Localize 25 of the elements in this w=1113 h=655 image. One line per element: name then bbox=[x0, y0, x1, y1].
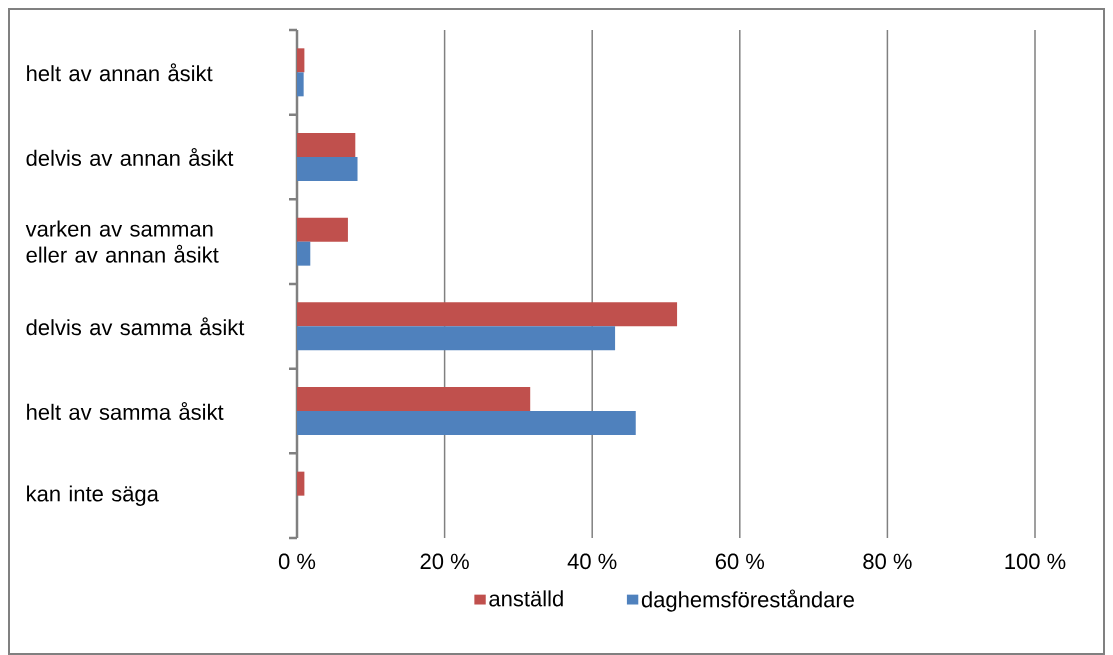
bar bbox=[297, 72, 304, 97]
bar bbox=[297, 48, 305, 73]
y-tick-label: helt av samma åsikt bbox=[27, 402, 224, 420]
x-tick-label: 20 % bbox=[420, 553, 469, 570]
bar bbox=[297, 217, 348, 242]
x-tick-label: 40 % bbox=[567, 553, 617, 570]
x-tick-label: 100 % bbox=[1005, 553, 1066, 570]
bar bbox=[297, 132, 356, 157]
x-tick-label: 60 % bbox=[715, 553, 765, 570]
y-tick-label: delvis av samma åsikt bbox=[26, 317, 245, 336]
bar bbox=[297, 302, 678, 327]
x-tick-label: 0 % bbox=[278, 553, 316, 570]
y-tick-label: delvis av annan åsikt bbox=[26, 148, 234, 166]
x-tick-label: 80 % bbox=[863, 553, 912, 570]
bar bbox=[297, 386, 531, 411]
legend-label: daghemsföreståndare bbox=[641, 589, 854, 612]
y-tick-label: varken av samman eller av annan åsikt bbox=[25, 220, 219, 263]
legend-label: anställd bbox=[489, 590, 563, 607]
bar bbox=[297, 156, 358, 181]
bar bbox=[297, 410, 636, 435]
y-tick-label: helt av annan åsikt bbox=[27, 63, 213, 82]
bar bbox=[297, 471, 305, 496]
bar bbox=[297, 241, 311, 266]
y-tick-label: kan inte säga bbox=[27, 485, 159, 506]
bar bbox=[297, 326, 616, 351]
